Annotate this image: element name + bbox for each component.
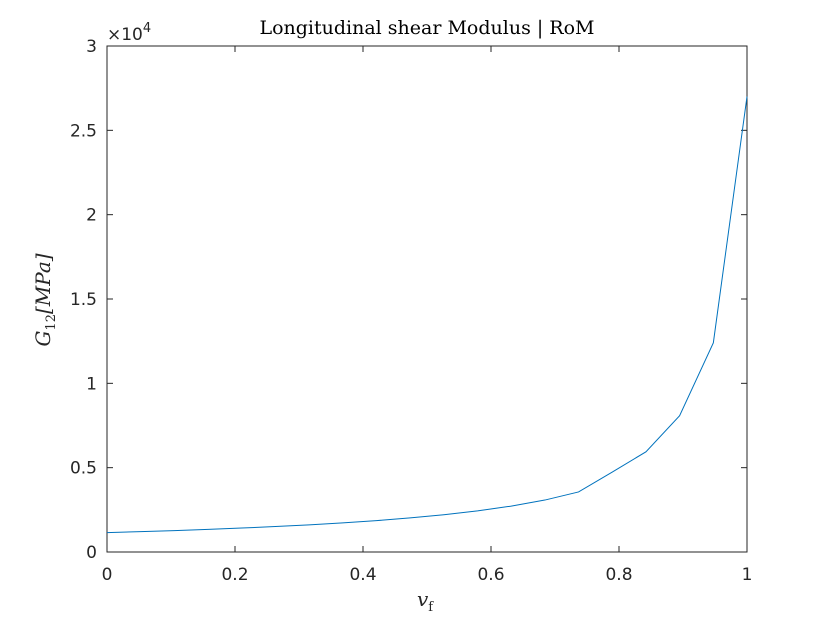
x-tick-label: 1 [742, 565, 753, 585]
y-tick-label: 2.5 [70, 121, 97, 141]
y-exponent-power: 4 [143, 21, 151, 36]
x-tick-label: 0.4 [349, 565, 376, 585]
y-axis-exponent: ×104 [107, 21, 151, 45]
series-layer [106, 96, 748, 534]
plot-area: 0 0.2 0.4 0.6 0.8 1 0 0.5 1 1.5 2 2.5 3 [70, 37, 752, 585]
x-tick-label: 0 [102, 565, 113, 585]
x-axis-label: vf [417, 587, 434, 615]
y-label-unit: [MPa] [31, 253, 55, 314]
x-tick-label: 0.8 [605, 565, 632, 585]
y-tick-label: 1 [86, 374, 97, 394]
y-label-base: G [31, 331, 55, 347]
y-tick-label: 3 [86, 37, 97, 57]
x-tick-label: 0.2 [221, 565, 248, 585]
y-tick-label: 1.5 [70, 290, 97, 310]
y-tick-label: 2 [86, 206, 97, 226]
chart-title: Longitudinal shear Modulus | RoM [259, 17, 594, 39]
x-axis: 0 0.2 0.4 0.6 0.8 1 [102, 46, 753, 585]
x-label-sub: f [428, 600, 434, 615]
y-exponent-base: ×10 [107, 25, 143, 45]
axes-box [106, 45, 748, 553]
y-label-sub: 12 [44, 314, 59, 331]
x-label-base: v [417, 587, 429, 611]
y-axis-label: G12[MPa] [31, 253, 59, 346]
series-line [106, 96, 748, 534]
y-axis: 0 0.5 1 1.5 2 2.5 3 [70, 37, 747, 563]
x-tick-label: 0.6 [477, 565, 504, 585]
y-tick-label: 0.5 [70, 459, 97, 479]
y-tick-label: 0 [86, 543, 97, 563]
